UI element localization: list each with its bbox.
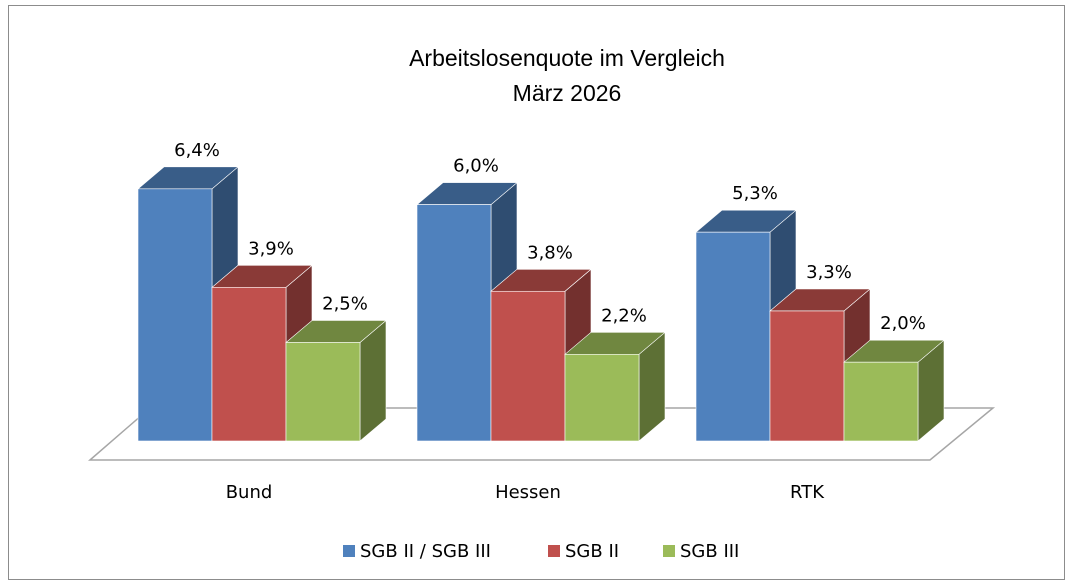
legend-swatch	[343, 545, 355, 557]
data-label: 2,0%	[880, 313, 926, 334]
data-label: 2,2%	[601, 305, 647, 326]
bar	[285, 342, 361, 442]
x-tick-label: Bund	[226, 482, 273, 503]
x-tick-label: RTK	[790, 482, 825, 503]
legend-swatch	[548, 545, 560, 557]
data-label: 6,0%	[453, 156, 499, 177]
legend-label: SGB II / SGB III	[360, 541, 491, 562]
data-label: 3,3%	[806, 262, 852, 283]
bar	[843, 361, 919, 442]
data-label: 2,5%	[322, 294, 368, 315]
legend-swatch	[663, 545, 675, 557]
legend-label: SGB III	[680, 541, 739, 562]
data-label: 6,4%	[174, 140, 220, 161]
data-label: 3,9%	[248, 238, 294, 259]
chart-title: Arbeitslosenquote im Vergleich	[409, 45, 725, 71]
bar	[416, 204, 492, 442]
bar	[211, 287, 287, 442]
data-label: 3,8%	[527, 242, 573, 263]
x-tick-label: Hessen	[495, 482, 561, 503]
bar	[490, 290, 566, 442]
bar	[695, 231, 771, 442]
chart-subtitle: März 2026	[513, 80, 622, 106]
bar	[564, 354, 640, 442]
legend-label: SGB II	[565, 541, 619, 562]
bar	[137, 188, 213, 442]
bar	[769, 310, 845, 442]
data-label: 5,3%	[732, 183, 778, 204]
